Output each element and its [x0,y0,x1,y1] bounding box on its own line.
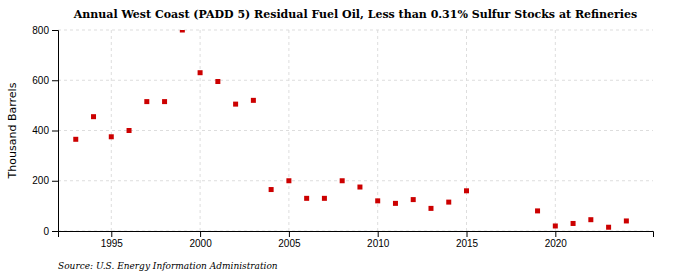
tick-mark [555,231,556,237]
tick-label: 2015 [456,238,479,249]
point [304,196,309,201]
point [91,114,96,119]
tick-mark [52,30,58,31]
tick: 2015 [456,231,479,249]
grid-line [466,30,467,231]
point [553,223,558,228]
tick-mark [111,231,112,237]
tick-mark [467,231,468,237]
tick: 2005 [278,231,301,249]
point [624,218,629,223]
tick-label: 2010 [367,238,390,249]
point [162,99,167,104]
point [588,217,593,222]
grid-line [555,30,556,231]
tick-mark [52,80,58,81]
point [144,99,149,104]
grid-line [58,180,653,181]
grid [58,30,653,231]
tick: 2020 [545,231,568,249]
point [428,206,433,211]
grid-line [58,130,653,131]
point [464,188,469,193]
y-axis: 0 200 400 600 800 [32,25,58,237]
tick: 0 [43,226,58,237]
annotation: Source: U.S. Energy Information Administ… [58,261,278,271]
grid-line [200,30,201,231]
tick-label: 2005 [278,238,301,249]
point [198,70,203,75]
point [340,178,345,183]
point [375,198,380,203]
point [233,102,238,107]
x-axis: 1995 2000 2005 2010 2015 2020 [59,231,654,249]
point [286,178,291,183]
point [180,30,185,33]
point [73,137,78,142]
point [446,200,451,205]
tick-mark [200,231,201,237]
tick: 400 [32,125,58,136]
axis-line [52,31,59,232]
tick-label: 400 [32,125,49,136]
tick: 1995 [101,231,124,249]
point [535,208,540,213]
title: Annual West Coast (PADD 5) Residual Fuel… [73,8,637,21]
grid-line [288,30,289,231]
tick-label: 2020 [545,238,568,249]
point [127,128,132,133]
tick-mark [52,231,58,232]
tick-mark [52,131,58,132]
tick: 600 [32,75,58,86]
point [357,185,362,190]
grid-line [58,80,653,81]
tick-mark [52,181,58,182]
point [322,196,327,201]
tick-label: 0 [43,226,49,237]
grid-line [58,30,653,31]
y-axis-label: Thousand Barrels [6,82,19,179]
axis-line [59,232,654,238]
tick-label: 1995 [101,238,124,249]
tick-mark [289,231,290,237]
tick-label: 200 [32,175,49,186]
marks [73,30,629,230]
point [251,98,256,103]
chart: 1995 2000 2005 2010 2015 2020 0 200 400 600 800 Ann… [0,0,675,275]
tick-mark [378,231,379,237]
plot-area: 1995 2000 2005 2010 2015 2020 0 200 400 600 800 [32,25,653,249]
point [109,134,114,139]
point [269,187,274,192]
point [393,201,398,206]
point [411,197,416,202]
point [606,225,611,230]
point [215,79,220,84]
tick-label: 800 [32,25,49,36]
tick: 800 [32,25,58,36]
grid-line [111,30,112,231]
tick: 200 [32,175,58,186]
tick-label: 600 [32,75,49,86]
point [571,221,576,226]
tick: 2010 [367,231,390,249]
tick: 2000 [189,231,212,249]
tick-label: 2000 [189,238,212,249]
